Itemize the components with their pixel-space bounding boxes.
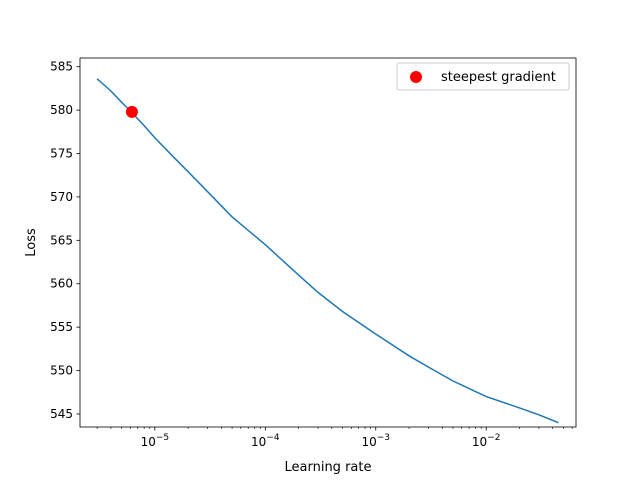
- plot-layer: [96, 78, 559, 424]
- ticks-layer: 545 550 555 560 565 570 575 580 585 10−5 10−4 10−3 1…: [50, 60, 573, 449]
- y-tick-label: 550: [50, 364, 73, 378]
- x-tick-label: 10−2: [472, 433, 501, 449]
- y-tick-label: 575: [50, 147, 73, 161]
- legend-box: [396, 62, 570, 91]
- y-tick-label: 560: [50, 277, 73, 291]
- axes-frame: [79, 57, 577, 428]
- y-tick-label: 580: [50, 103, 73, 117]
- y-tick-label: 565: [50, 233, 73, 247]
- x-axis-label: Learning rate: [285, 460, 372, 475]
- legend-label: steepest gradient: [441, 70, 556, 85]
- y-tick-label: 585: [50, 60, 73, 74]
- y-tick-label: 555: [50, 320, 73, 334]
- y-tick-label: 545: [50, 407, 73, 421]
- steepest-gradient-point: [125, 105, 138, 118]
- series-line-0: [96, 78, 559, 424]
- x-tick-label: 10−5: [141, 433, 170, 449]
- y-axis-label: Loss: [24, 228, 39, 257]
- x-tick-label: 10−3: [361, 433, 390, 449]
- y-tick-label: 570: [50, 190, 73, 204]
- x-tick-label: 10−4: [251, 433, 280, 449]
- legend-marker: [410, 71, 422, 83]
- legend: steepest gradient: [396, 62, 570, 91]
